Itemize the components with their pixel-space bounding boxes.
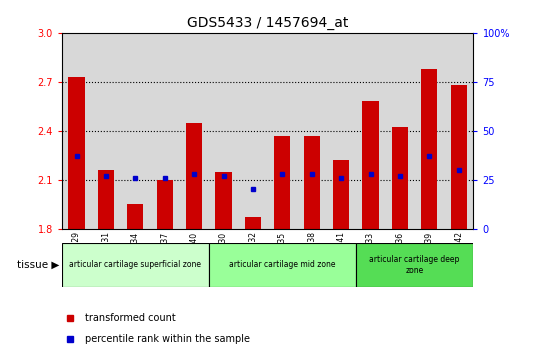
Bar: [363, 101, 379, 229]
Bar: [180, 33, 209, 229]
Bar: [68, 77, 84, 229]
Title: GDS5433 / 1457694_at: GDS5433 / 1457694_at: [187, 16, 348, 30]
Bar: [327, 33, 356, 229]
Bar: [415, 33, 444, 229]
Bar: [157, 180, 173, 229]
Bar: [444, 33, 473, 229]
Bar: [267, 33, 297, 229]
Bar: [150, 33, 180, 229]
Bar: [121, 33, 150, 229]
Bar: [451, 85, 467, 229]
Bar: [303, 135, 320, 229]
Bar: [333, 160, 349, 229]
Bar: [356, 33, 385, 229]
Text: transformed count: transformed count: [84, 313, 175, 323]
Bar: [209, 33, 238, 229]
Bar: [128, 204, 144, 229]
Bar: [356, 243, 473, 287]
Bar: [216, 172, 232, 229]
Bar: [421, 69, 437, 229]
Bar: [297, 33, 327, 229]
Text: percentile rank within the sample: percentile rank within the sample: [84, 334, 250, 344]
Text: tissue ▶: tissue ▶: [17, 260, 59, 270]
Bar: [238, 33, 267, 229]
Bar: [186, 122, 202, 229]
Bar: [98, 170, 114, 229]
Bar: [245, 217, 261, 229]
Bar: [274, 135, 291, 229]
Text: articular cartilage mid zone: articular cartilage mid zone: [229, 261, 336, 269]
Text: articular cartilage deep
zone: articular cartilage deep zone: [370, 255, 460, 275]
Bar: [392, 127, 408, 229]
Bar: [62, 243, 209, 287]
Bar: [209, 243, 356, 287]
Bar: [385, 33, 415, 229]
Text: articular cartilage superficial zone: articular cartilage superficial zone: [69, 261, 201, 269]
Bar: [62, 33, 91, 229]
Bar: [91, 33, 121, 229]
